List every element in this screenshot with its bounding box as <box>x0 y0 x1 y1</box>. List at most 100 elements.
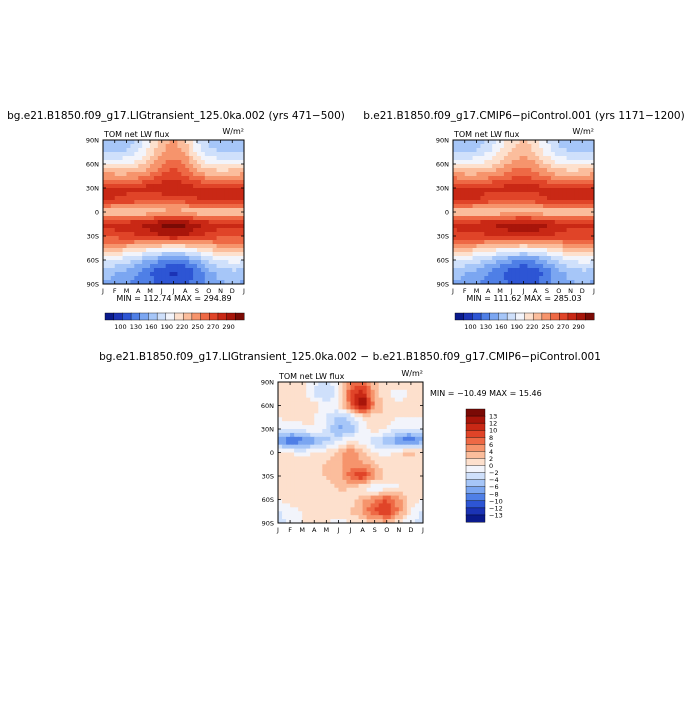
heatmap-cell <box>460 272 466 277</box>
heatmap-cell <box>185 248 190 253</box>
heatmap-cell <box>586 244 591 249</box>
heatmap-cell <box>208 168 214 173</box>
heatmap-cell <box>103 156 108 161</box>
heatmap-cell <box>472 264 478 269</box>
heatmap-cell <box>503 252 509 257</box>
heatmap-cell <box>558 172 564 177</box>
heatmap-cell <box>410 436 416 442</box>
x-tick-label: F <box>113 287 117 295</box>
heatmap-cell <box>146 196 151 201</box>
heatmap-cell <box>150 172 155 177</box>
heatmap-cell <box>523 236 529 241</box>
heatmap-cell <box>562 208 568 213</box>
heatmap-cell <box>523 256 529 261</box>
heatmap-cell <box>318 460 323 465</box>
heatmap-cell <box>496 204 501 209</box>
heatmap-cell <box>208 220 214 225</box>
heatmap-cell <box>228 248 233 253</box>
heatmap-cell <box>507 268 513 273</box>
heatmap-cell <box>535 192 540 197</box>
heatmap-cell <box>414 417 420 422</box>
heatmap-cell <box>189 216 194 221</box>
heatmap-cell <box>110 220 116 225</box>
heatmap-cell <box>306 519 311 523</box>
heatmap-cell <box>310 499 315 505</box>
colorbar-label: 4 <box>489 448 493 456</box>
heatmap-cell <box>134 256 139 261</box>
heatmap-cell <box>138 156 143 161</box>
heatmap-cell <box>290 499 295 505</box>
heatmap-cell <box>515 208 521 213</box>
heatmap-cell <box>402 425 408 430</box>
heatmap-cell <box>570 172 576 177</box>
heatmap-cell <box>414 452 420 458</box>
heatmap-cell <box>488 228 493 233</box>
heatmap-cell <box>157 176 163 181</box>
heatmap-cell <box>570 256 576 261</box>
colorbar-swatch <box>585 312 595 321</box>
heatmap-cell <box>484 172 489 177</box>
x-tick-label: A <box>136 287 141 295</box>
heatmap-cell <box>558 256 564 261</box>
heatmap-cell <box>106 176 112 181</box>
heatmap-cell <box>224 276 229 281</box>
heatmap-cell <box>511 148 517 153</box>
heatmap-cell <box>350 479 356 485</box>
heatmap-cell <box>173 196 179 201</box>
heatmap-cell <box>290 393 295 399</box>
heatmap-cell <box>535 272 540 277</box>
heatmap-cell <box>294 413 299 418</box>
heatmap-cell <box>410 385 416 391</box>
heatmap-cell <box>306 405 311 411</box>
heatmap-cell <box>402 456 408 461</box>
heatmap-cell <box>378 479 384 485</box>
heatmap-cell <box>402 382 408 387</box>
heatmap-cell <box>464 156 470 161</box>
heatmap-cell <box>566 268 572 273</box>
heatmap-cell <box>181 172 186 177</box>
heatmap-cell <box>126 248 132 253</box>
heatmap-cell <box>212 164 218 169</box>
heatmap-cell <box>456 220 462 225</box>
heatmap-cell <box>492 140 497 145</box>
heatmap-cell <box>126 240 132 245</box>
heatmap-cell <box>394 409 400 414</box>
heatmap-cell <box>358 444 364 450</box>
heatmap-cell <box>240 196 244 201</box>
heatmap-cell <box>318 511 323 516</box>
heatmap-cell <box>232 260 237 265</box>
heatmap-cell <box>468 224 474 229</box>
heatmap-cell <box>314 468 319 473</box>
heatmap-cell <box>527 160 532 165</box>
heatmap-cell <box>586 212 591 217</box>
heatmap-cell <box>500 148 505 153</box>
heatmap-cell <box>228 268 233 273</box>
colorbar-label: −6 <box>489 483 499 491</box>
heatmap-cell <box>476 264 482 269</box>
heatmap-cell <box>492 196 497 201</box>
heatmap-cell <box>398 382 404 387</box>
heatmap-cell <box>161 228 167 233</box>
heatmap-cell <box>550 188 556 193</box>
heatmap-cell <box>394 417 400 422</box>
heatmap-cell <box>165 248 171 253</box>
heatmap-cell <box>224 220 229 225</box>
heatmap-cell <box>224 200 229 205</box>
heatmap-cell <box>130 192 135 197</box>
heatmap-cell <box>240 200 244 205</box>
heatmap-cell <box>150 160 155 165</box>
heatmap-cell <box>146 216 151 221</box>
heatmap-cell <box>146 172 151 177</box>
heatmap-cell <box>228 156 233 161</box>
heatmap-cell <box>146 220 151 225</box>
heatmap-cell <box>578 272 583 277</box>
heatmap-cell <box>193 248 198 253</box>
y-tick-label: 90N <box>86 137 99 145</box>
heatmap-cell <box>130 176 135 181</box>
heatmap-cell <box>394 401 400 407</box>
colorbar-swatch <box>217 312 228 321</box>
heatmap-cell <box>330 432 335 438</box>
colorbar-label: −2 <box>489 469 499 477</box>
heatmap-cell <box>177 200 182 205</box>
heatmap-cell <box>366 483 372 489</box>
